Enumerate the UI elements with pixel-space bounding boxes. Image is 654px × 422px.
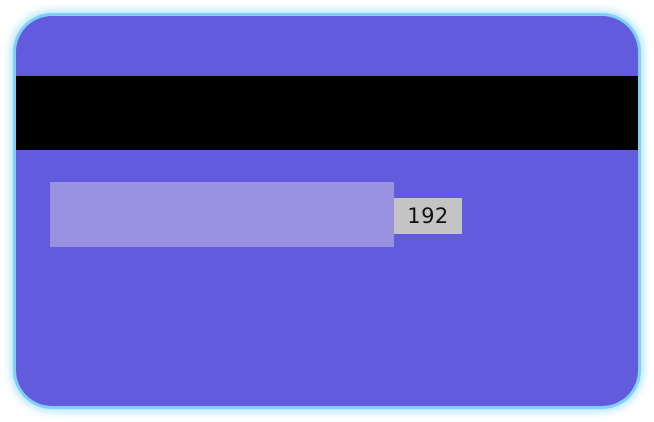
cvv-box: 192 [394,198,462,234]
credit-card-back: 192 [16,16,638,406]
signature-panel [50,182,394,247]
magnetic-stripe [16,76,638,150]
